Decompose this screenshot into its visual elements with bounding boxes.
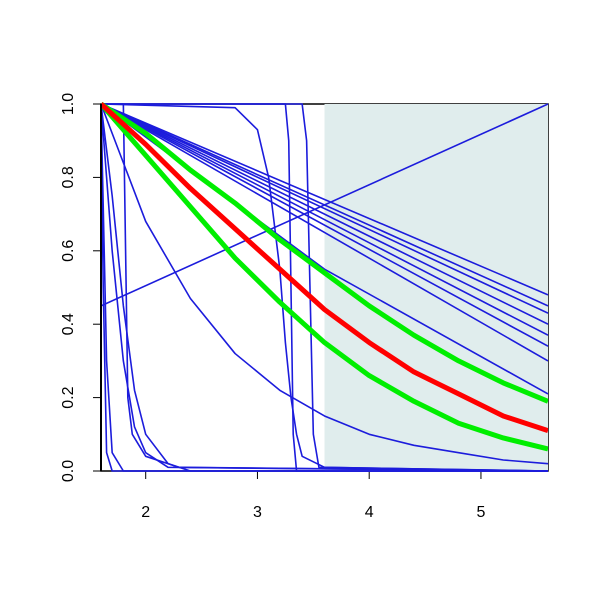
y-tick-label: 0.2: [60, 386, 77, 408]
y-tick-label: 0.6: [60, 240, 77, 262]
x-tick-label: 2: [141, 504, 150, 521]
x-tick-label: 3: [253, 504, 262, 521]
curve: [101, 103, 548, 347]
curve: [101, 102, 548, 434]
curve: [101, 103, 548, 472]
x-tick-label: 4: [365, 504, 374, 521]
curve: [101, 103, 548, 472]
curve: [101, 103, 548, 362]
curve: [101, 102, 548, 452]
y-tick-label: 0.8: [60, 166, 77, 188]
y-tick-label: 0.4: [60, 313, 77, 335]
curve: [101, 103, 548, 314]
curve: [101, 101, 548, 404]
curve: [101, 103, 548, 472]
curve: [101, 103, 548, 472]
curve: [101, 103, 548, 325]
curve: [101, 103, 548, 296]
curve: [101, 103, 548, 336]
curve: [101, 103, 548, 465]
y-tick-label: 0.0: [60, 460, 77, 482]
x-tick-label: 5: [476, 504, 485, 521]
y-tick-label: 1.0: [60, 93, 77, 115]
